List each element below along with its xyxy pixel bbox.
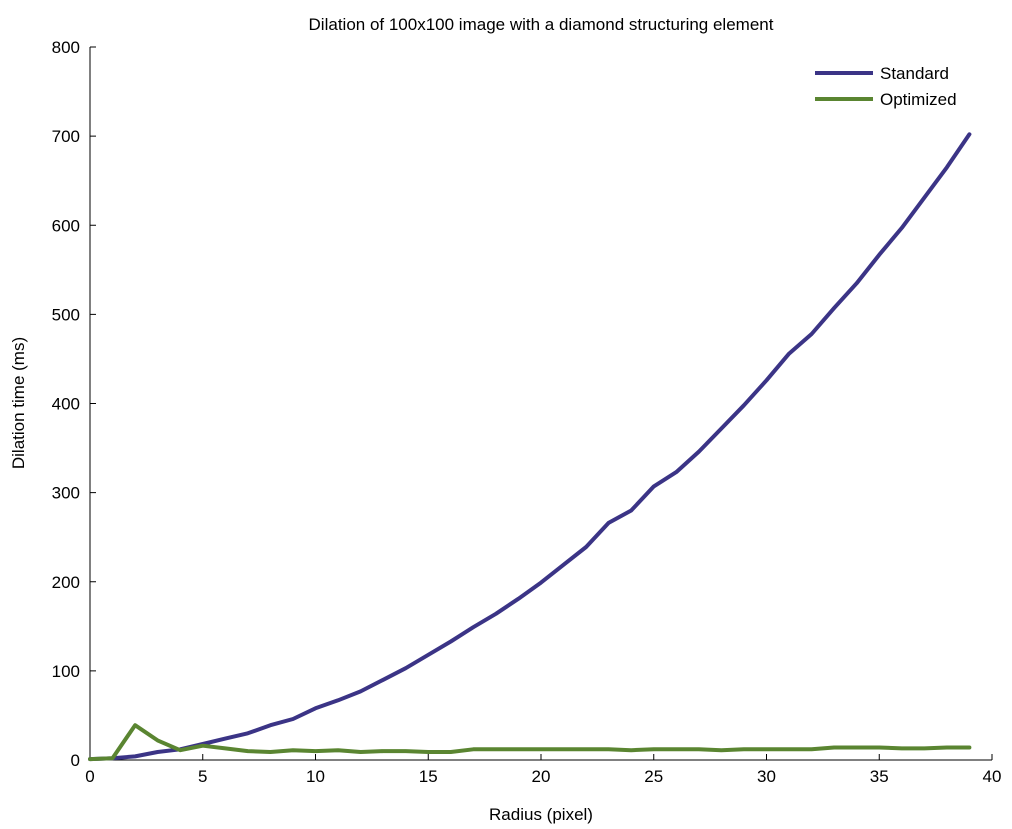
y-tick-label: 800 <box>52 38 80 57</box>
x-ticks: 0 5 10 15 20 25 30 35 40 <box>85 754 1001 786</box>
series-group <box>88 132 972 762</box>
y-tick-label: 300 <box>52 484 80 503</box>
y-tick-label: 700 <box>52 127 80 146</box>
x-tick-label: 20 <box>532 767 551 786</box>
y-axis-title: Dilation time (ms) <box>9 337 28 469</box>
x-tick-label: 0 <box>85 767 94 786</box>
legend: Standard Optimized <box>815 64 957 109</box>
chart-title: Dilation of 100x100 image with a diamond… <box>309 15 774 34</box>
y-tick-label: 500 <box>52 305 80 324</box>
x-tick-label: 35 <box>870 767 889 786</box>
legend-label-optimized: Optimized <box>880 90 957 109</box>
y-tick-label: 200 <box>52 573 80 592</box>
series-line-optimized <box>88 723 972 762</box>
series-line-standard <box>88 132 972 762</box>
x-tick-label: 25 <box>644 767 663 786</box>
y-ticks: 0 100 200 300 400 500 600 700 800 <box>52 38 96 770</box>
x-tick-label: 40 <box>983 767 1002 786</box>
x-tick-label: 30 <box>757 767 776 786</box>
axes <box>89 47 992 761</box>
x-tick-label: 5 <box>198 767 207 786</box>
x-tick-label: 15 <box>419 767 438 786</box>
x-tick-label: 10 <box>306 767 325 786</box>
y-tick-label: 0 <box>71 751 80 770</box>
y-tick-label: 400 <box>52 395 80 414</box>
x-axis-title: Radius (pixel) <box>489 805 593 824</box>
legend-label-standard: Standard <box>880 64 949 83</box>
y-tick-label: 100 <box>52 662 80 681</box>
y-tick-label: 600 <box>52 216 80 235</box>
